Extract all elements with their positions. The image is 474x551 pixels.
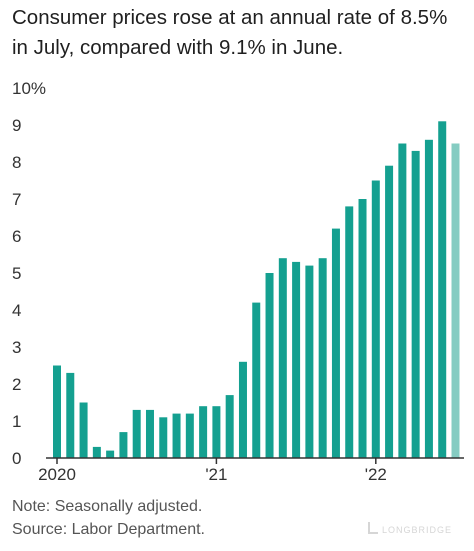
- cpi-bar-chart: 0 1 2 3 4 5 6 7 8 9 10% 2020 '21 '22: [12, 79, 464, 484]
- y-tick-label: 4: [12, 301, 21, 320]
- y-tick-label: 2: [12, 375, 21, 394]
- bar: [331, 228, 340, 458]
- bar: [358, 199, 367, 458]
- bar: [292, 261, 301, 458]
- bar: [185, 413, 194, 458]
- watermark-logo-icon: [368, 522, 378, 534]
- y-tick-label: 6: [12, 227, 21, 246]
- bar: [225, 395, 234, 458]
- y-tick-label: 5: [12, 264, 21, 283]
- bar: [92, 446, 101, 458]
- bar: [66, 372, 75, 458]
- watermark: LONGBRIDGE: [368, 522, 452, 535]
- bar: [252, 302, 261, 458]
- bar: [145, 409, 154, 458]
- bar: [159, 417, 168, 458]
- x-tick-label: '21: [205, 465, 227, 484]
- bar: [238, 361, 247, 458]
- bar: [278, 258, 287, 458]
- bar: [106, 450, 115, 458]
- bar-series: [53, 121, 460, 459]
- chart-source: Source: Labor Department.: [12, 521, 205, 538]
- chart-note: Note: Seasonally adjusted.: [12, 498, 203, 515]
- bar: [398, 143, 407, 458]
- y-tick-label: 1: [12, 412, 21, 431]
- bar: [318, 258, 327, 458]
- bar: [371, 180, 380, 458]
- bar: [345, 206, 354, 458]
- bar: [305, 265, 314, 458]
- watermark-text: LONGBRIDGE: [382, 525, 453, 535]
- bar: [385, 165, 394, 458]
- y-tick-label: 0: [12, 449, 21, 468]
- y-tick-label: 10%: [12, 79, 46, 98]
- bar: [411, 150, 420, 458]
- x-tick-label: '22: [365, 465, 387, 484]
- bar: [424, 139, 433, 459]
- bar: [79, 402, 88, 458]
- bar: [265, 273, 274, 458]
- bar: [53, 365, 61, 458]
- y-tick-label: 3: [12, 338, 21, 357]
- bar: [199, 406, 208, 458]
- y-tick-label: 9: [12, 116, 21, 135]
- bar: [212, 406, 221, 458]
- bar: [438, 121, 447, 459]
- y-axis-tick-labels: 0 1 2 3 4 5 6 7 8 9 10%: [12, 79, 46, 468]
- bar: [172, 413, 181, 458]
- chart-title: Consumer prices rose at an annual rate o…: [12, 6, 448, 59]
- y-tick-label: 7: [12, 190, 21, 209]
- x-tick-label: 2020: [38, 465, 76, 484]
- y-tick-label: 8: [12, 153, 21, 172]
- bar: [132, 409, 141, 458]
- x-axis-ticks: 2020 '21 '22: [38, 458, 387, 484]
- bar-latest: [451, 143, 460, 458]
- bar: [119, 432, 128, 458]
